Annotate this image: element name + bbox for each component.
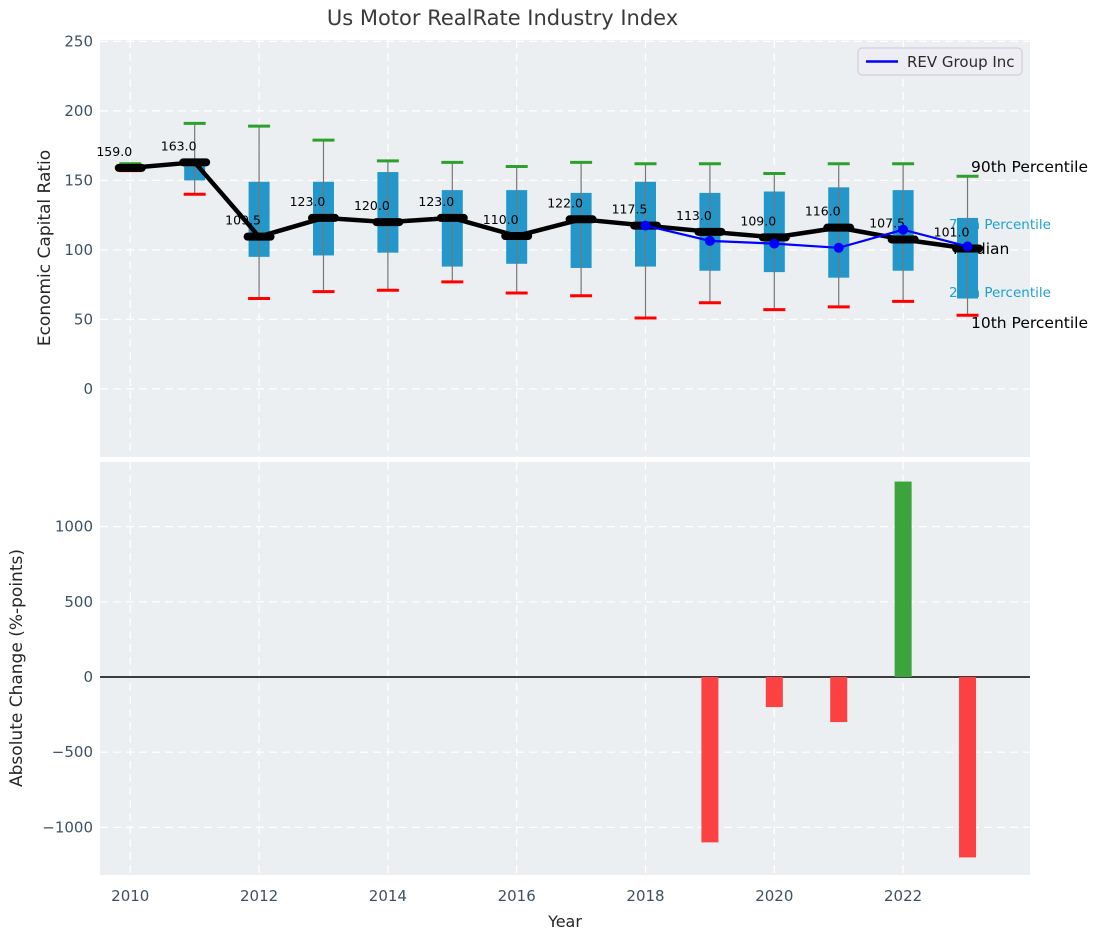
- rev-group-line: [645, 224, 968, 249]
- median-value-label-2016: 110.0: [483, 212, 519, 227]
- median-marker-2011: [179, 158, 211, 167]
- rev-group-point-2019: [704, 235, 715, 246]
- median-marker-2021: [823, 223, 855, 232]
- ytick-bottom: 0: [83, 668, 93, 686]
- median-value-label-2010: 159.0: [96, 144, 132, 159]
- change-bar-2019: [701, 676, 719, 843]
- ytick-top: 50: [74, 310, 93, 328]
- xtick: 2020: [755, 887, 793, 905]
- median-marker-2017: [565, 215, 597, 224]
- median-marker-2022: [887, 235, 919, 244]
- change-bar-2020: [765, 676, 783, 708]
- median-value-label-2021: 116.0: [805, 204, 841, 219]
- rev-group-point-2022: [898, 224, 909, 235]
- median-marker-2016: [501, 231, 533, 240]
- xtick: 2018: [626, 887, 664, 905]
- bottom-plot-background: [100, 462, 1030, 875]
- median-marker-2014: [372, 218, 404, 227]
- median-value-label-2019: 113.0: [676, 208, 712, 223]
- median-value-label-2014: 120.0: [354, 198, 390, 213]
- median-value-label-2020: 109.0: [740, 213, 776, 228]
- ytick-top: 100: [64, 241, 93, 259]
- ytick-top: 250: [64, 32, 93, 50]
- top-plot-background: [100, 40, 1030, 457]
- median-value-label-2011: 163.0: [161, 138, 197, 153]
- median-marker-2012: [243, 232, 275, 241]
- xtick: 2014: [369, 887, 407, 905]
- median-marker-2019: [694, 227, 726, 236]
- x-axis-label: Year: [547, 912, 582, 931]
- median-value-label-2015: 123.0: [418, 194, 454, 209]
- ytick-bottom: 500: [64, 593, 93, 611]
- change-bar-2023: [959, 676, 977, 858]
- median-marker-2010: [114, 163, 146, 172]
- median-value-label-2012: 109.5: [225, 213, 261, 228]
- ytick-top: 200: [64, 102, 93, 120]
- median-value-label-2017: 122.0: [547, 195, 583, 210]
- chart-title: Us Motor RealRate Industry Index: [326, 6, 679, 30]
- xtick: 2010: [111, 887, 149, 905]
- rev-group-point-2018: [640, 220, 651, 231]
- rev-group-point-2021: [833, 242, 844, 253]
- top-y-axis-label: Economic Capital Ratio: [35, 150, 55, 346]
- xtick: 2012: [240, 887, 278, 905]
- annotation-p90: 90th Percentile: [971, 158, 1088, 176]
- change-bar-2021: [830, 676, 848, 723]
- rev-group-point-2020: [769, 238, 780, 249]
- median-value-label-2023: 101.0: [934, 225, 970, 240]
- median-value-label-2018: 117.5: [612, 202, 648, 217]
- ytick-bottom: −500: [52, 743, 93, 761]
- annotation-p10: 10th Percentile: [971, 314, 1088, 332]
- ytick-bottom: 1000: [55, 518, 93, 536]
- ytick-bottom: −1000: [42, 818, 93, 836]
- change-bar-2022: [894, 481, 912, 677]
- legend-label: REV Group Inc: [907, 53, 1015, 71]
- xtick: 2022: [884, 887, 922, 905]
- median-value-label-2013: 123.0: [290, 194, 326, 209]
- legend-box: [857, 47, 1023, 76]
- median-marker-2020: [758, 233, 790, 242]
- bottom-y-axis-label: Absolute Change (%-points): [7, 549, 27, 787]
- median-value-label-2022: 107.5: [869, 215, 905, 230]
- median-marker-2015: [436, 213, 468, 222]
- ytick-top: 150: [64, 171, 93, 189]
- xtick: 2016: [498, 887, 536, 905]
- rev-group-point-2023: [962, 241, 973, 252]
- median-marker-2013: [307, 213, 339, 222]
- ytick-top: 0: [83, 380, 93, 398]
